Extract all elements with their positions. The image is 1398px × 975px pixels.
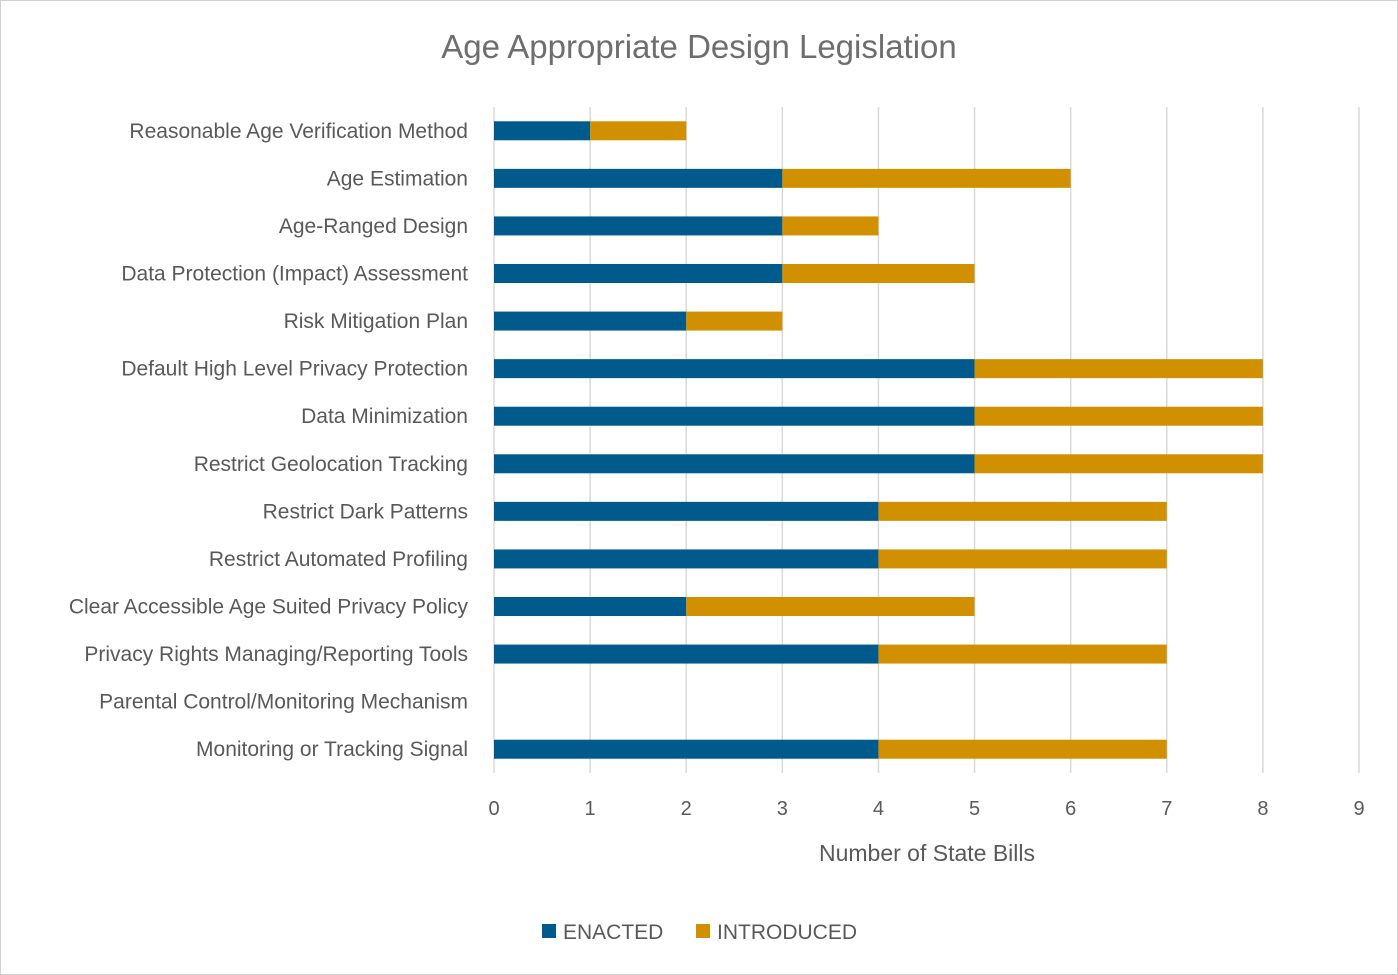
bar-introduced — [974, 406, 1263, 426]
bar-enacted — [494, 739, 879, 759]
x-axis-label: Number of State Bills — [819, 840, 1035, 866]
bar-enacted — [494, 216, 783, 236]
category-label: Monitoring or Tracking Signal — [196, 738, 468, 761]
bar-enacted — [494, 644, 879, 664]
bar-introduced — [686, 311, 783, 331]
bar-introduced — [878, 549, 1167, 569]
bar-introduced — [878, 644, 1167, 664]
x-tick-label: 5 — [969, 798, 980, 820]
category-label: Restrict Geolocation Tracking — [194, 453, 468, 476]
bar-enacted — [494, 121, 591, 141]
category-label: Age-Ranged Design — [279, 215, 468, 238]
bar-enacted — [494, 311, 687, 331]
bar-introduced — [782, 264, 975, 283]
category-label: Age Estimation — [327, 167, 468, 190]
bar-introduced — [686, 597, 975, 616]
x-tick-label: 4 — [873, 798, 884, 820]
category-label: Default High Level Privacy Protection — [121, 358, 468, 381]
x-tick-label: 2 — [681, 798, 692, 820]
category-label: Restrict Automated Profiling — [209, 548, 468, 571]
bar-introduced — [782, 168, 1071, 188]
x-tick-label: 7 — [1161, 798, 1172, 820]
x-tick-label: 8 — [1257, 798, 1268, 820]
bar-introduced — [878, 739, 1167, 759]
bar-enacted — [494, 597, 687, 616]
bar-enacted — [494, 264, 783, 283]
category-label: Restrict Dark Patterns — [263, 500, 468, 523]
bar-introduced — [974, 359, 1263, 379]
legend-label: INTRODUCED — [717, 921, 857, 944]
x-tick-label: 6 — [1065, 798, 1076, 820]
category-label: Risk Mitigation Plan — [284, 310, 468, 333]
x-tick-label: 0 — [488, 798, 499, 820]
x-tick-label: 3 — [777, 798, 788, 820]
bar-enacted — [494, 454, 975, 474]
legend-swatch-enacted — [542, 924, 556, 938]
legend-swatch-introduced — [696, 924, 710, 938]
x-tick-label: 1 — [585, 798, 596, 820]
category-label: Clear Accessible Age Suited Privacy Poli… — [69, 596, 469, 619]
bar-enacted — [494, 359, 975, 379]
bar-enacted — [494, 501, 879, 521]
x-tick-labels: 0 1 2 3 4 5 6 7 8 9 — [488, 798, 1364, 820]
category-label: Data Minimization — [301, 405, 468, 428]
category-labels: Reasonable Age Verification Method Age Es… — [69, 120, 469, 761]
bar-enacted — [494, 168, 783, 188]
x-tick-label: 9 — [1353, 798, 1364, 820]
bar-introduced — [782, 216, 879, 236]
legend: ENACTED INTRODUCED — [542, 921, 857, 944]
bar-introduced — [878, 501, 1167, 521]
category-label: Privacy Rights Managing/Reporting Tools — [84, 643, 468, 666]
bar-introduced — [974, 454, 1263, 474]
category-label: Parental Control/Monitoring Mechanism — [99, 691, 468, 714]
bar-enacted — [494, 549, 879, 569]
category-label: Data Protection (Impact) Assessment — [121, 263, 468, 286]
gridlines — [493, 107, 1360, 773]
legend-label: ENACTED — [563, 921, 663, 944]
category-label: Reasonable Age Verification Method — [129, 120, 468, 143]
bar-enacted — [494, 406, 975, 426]
bars — [494, 121, 1263, 759]
bar-introduced — [590, 121, 687, 141]
chart-title: Age Appropriate Design Legislation — [441, 28, 957, 65]
